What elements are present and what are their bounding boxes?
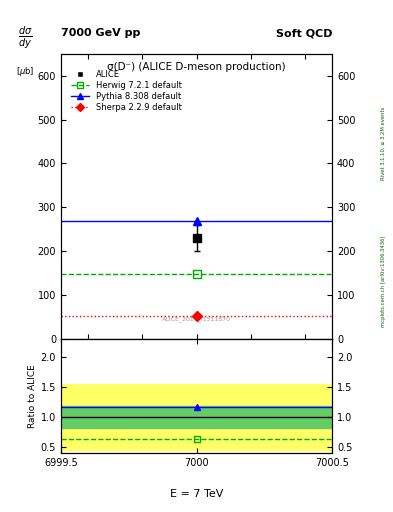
Text: σ(D⁻) (ALICE D-meson production): σ(D⁻) (ALICE D-meson production) [107, 62, 286, 72]
Legend: ALICE, Herwig 7.2.1 default, Pythia 8.308 default, Sherpa 2.2.9 default: ALICE, Herwig 7.2.1 default, Pythia 8.30… [68, 67, 185, 115]
Text: Rivet 3.1.10, ≥ 3.2M events: Rivet 3.1.10, ≥ 3.2M events [381, 106, 386, 180]
Bar [61, 407, 332, 428]
Text: $\frac{d\sigma}{dy}$: $\frac{d\sigma}{dy}$ [18, 25, 33, 51]
Text: Soft QCD: Soft QCD [275, 28, 332, 38]
Text: E = 7 TeV: E = 7 TeV [170, 489, 223, 499]
Bar [61, 384, 332, 450]
Text: mcplots.cern.ch [arXiv:1306.3436]: mcplots.cern.ch [arXiv:1306.3436] [381, 236, 386, 327]
Y-axis label: Ratio to ALICE: Ratio to ALICE [28, 364, 37, 428]
Text: [$\mu$b]: [$\mu$b] [17, 65, 35, 78]
Text: 7000 GeV pp: 7000 GeV pp [61, 28, 140, 38]
Text: ALICE_2017_I1511870: ALICE_2017_I1511870 [162, 316, 231, 322]
